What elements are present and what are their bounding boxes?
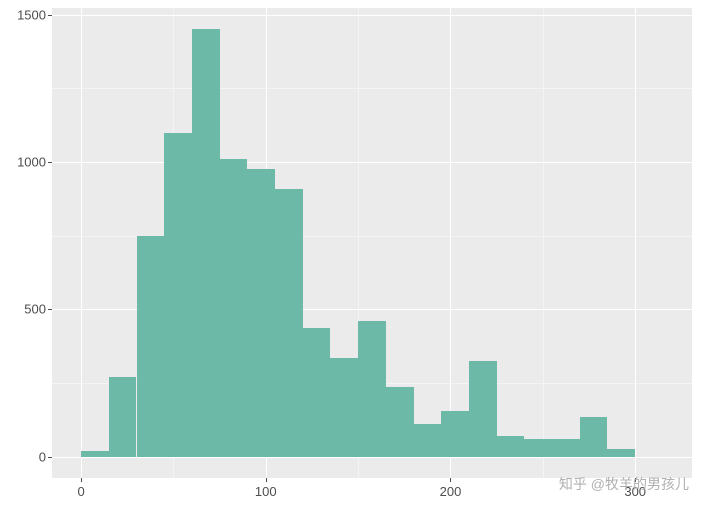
x-major-gridline: [635, 8, 636, 478]
histogram-bar: [192, 29, 220, 456]
x-minor-gridline: [543, 8, 544, 478]
x-major-gridline: [450, 8, 451, 478]
histogram-bar: [441, 411, 469, 457]
y-tick-mark: [48, 309, 52, 310]
y-tick-mark: [48, 457, 52, 458]
histogram-bar: [220, 159, 248, 457]
y-tick-label: 1000: [17, 154, 52, 169]
y-minor-gridline: [52, 88, 692, 89]
histogram-bar: [607, 449, 635, 456]
y-tick-label: 1500: [17, 7, 52, 22]
y-major-gridline: [52, 15, 692, 16]
x-major-gridline: [81, 8, 82, 478]
y-major-gridline: [52, 162, 692, 163]
x-tick-mark: [635, 478, 636, 482]
x-tick-mark: [450, 478, 451, 482]
histogram-bar: [358, 321, 386, 457]
histogram-bar: [275, 189, 303, 457]
histogram-bar: [81, 451, 109, 457]
histogram-bar: [247, 169, 275, 456]
plot-panel: 0500100015000100200300: [52, 8, 692, 478]
histogram-bar: [330, 358, 358, 457]
histogram-bar: [109, 377, 137, 457]
histogram-bar: [552, 439, 580, 457]
histogram-chart: 0500100015000100200300: [0, 0, 703, 510]
histogram-bar: [137, 236, 165, 457]
histogram-bar: [497, 436, 525, 457]
histogram-bar: [524, 439, 552, 457]
x-tick-mark: [266, 478, 267, 482]
histogram-bar: [580, 417, 608, 457]
histogram-bar: [386, 387, 414, 456]
y-major-gridline: [52, 457, 692, 458]
y-tick-mark: [48, 15, 52, 16]
y-tick-mark: [48, 162, 52, 163]
histogram-bar: [164, 133, 192, 457]
x-tick-mark: [81, 478, 82, 482]
histogram-bar: [303, 328, 331, 456]
histogram-bar: [469, 361, 497, 457]
histogram-bar: [414, 424, 442, 456]
